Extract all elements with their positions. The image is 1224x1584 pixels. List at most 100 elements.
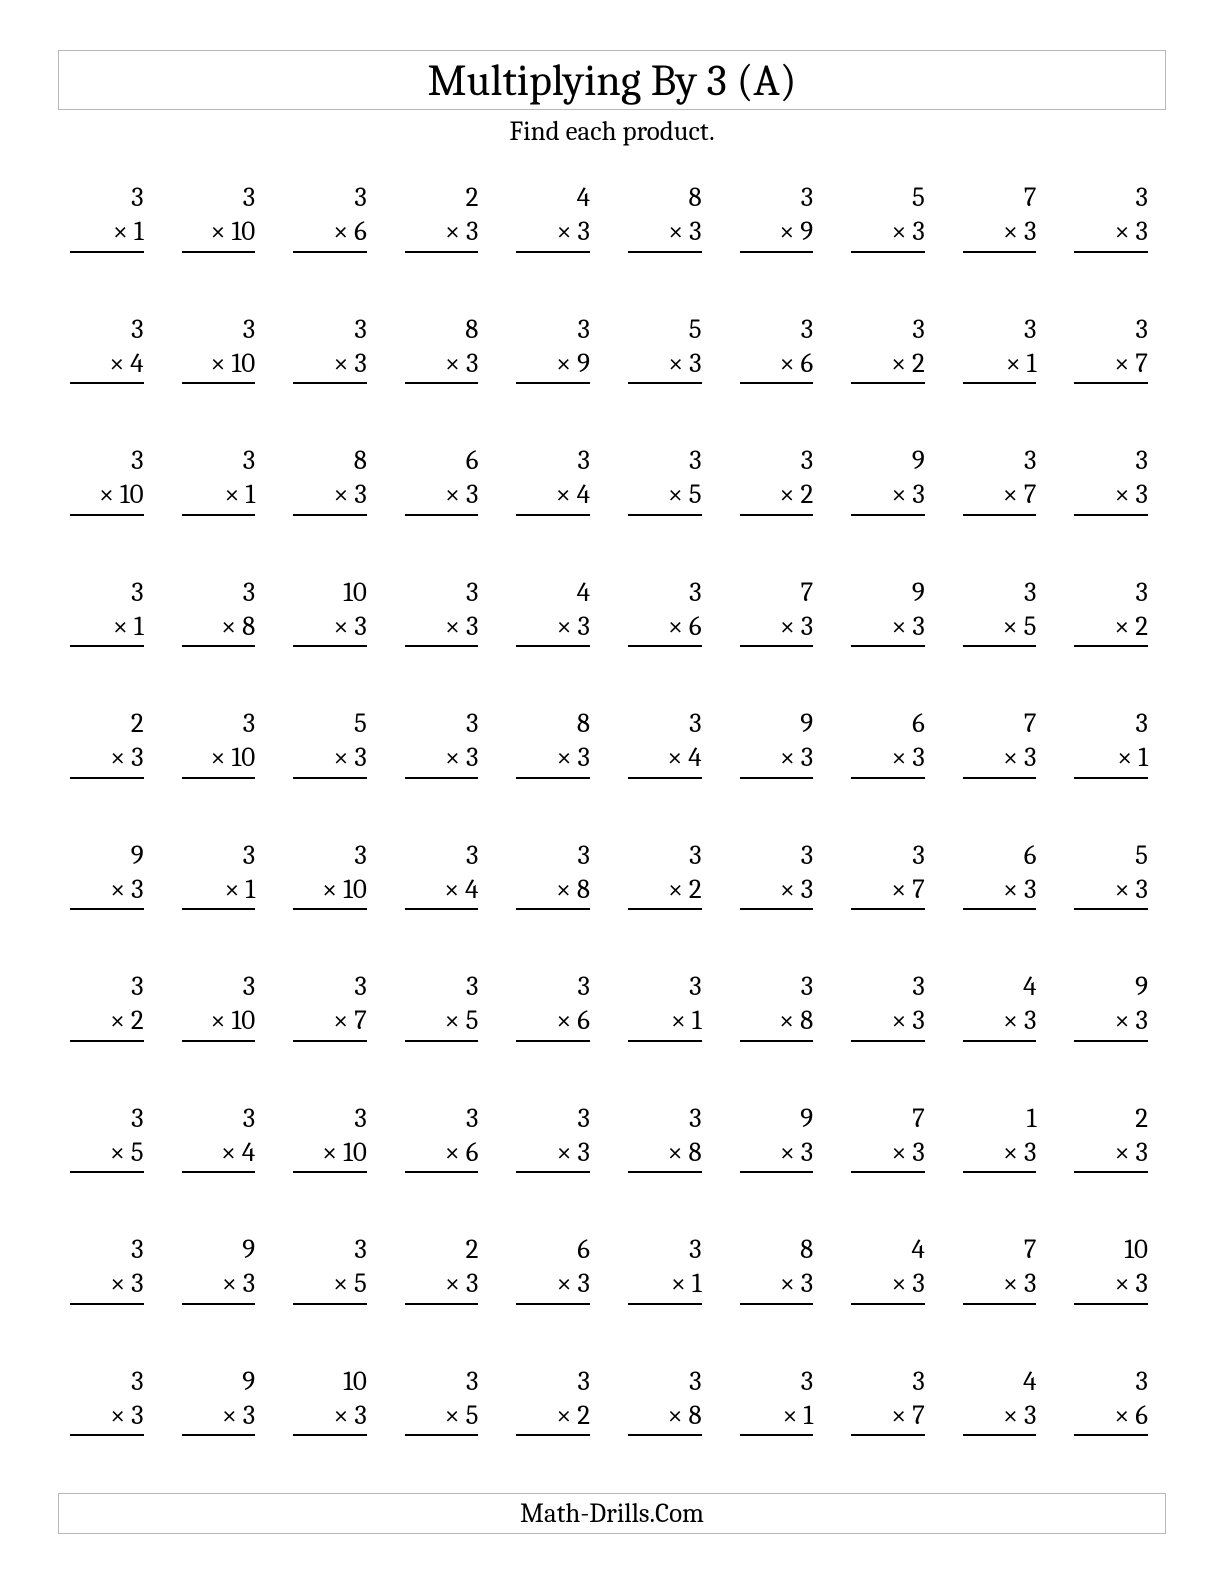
times-icon: × xyxy=(322,874,343,905)
multiplier: 10 xyxy=(231,742,255,773)
multiplicand: 9 xyxy=(182,1365,256,1399)
multiplicand: 2 xyxy=(70,707,144,741)
multiplier: 2 xyxy=(800,479,813,510)
times-icon: × xyxy=(222,1268,243,1299)
multiplication-problem: 3× 10 xyxy=(182,707,262,779)
multiplier: 4 xyxy=(242,1137,255,1168)
times-icon: × xyxy=(333,1400,354,1431)
multiplicand: 3 xyxy=(628,970,702,1004)
multiplier-line: × 10 xyxy=(182,741,256,779)
multiplier: 3 xyxy=(466,742,478,773)
times-icon: × xyxy=(779,216,800,247)
multiplier-line: × 10 xyxy=(182,1004,256,1042)
times-icon: × xyxy=(1114,1400,1135,1431)
multiplier: 5 xyxy=(131,1137,144,1168)
title-box: Multiplying By 3 (A) xyxy=(58,50,1166,110)
multiplication-problem: 3× 3 xyxy=(70,1365,150,1437)
footer-text: Math-Drills.Com xyxy=(520,1498,704,1529)
multiplier: 3 xyxy=(131,742,143,773)
multiplication-problem: 3× 1 xyxy=(963,313,1043,385)
multiplication-problem: 2× 3 xyxy=(70,707,150,779)
multiplier: 3 xyxy=(1024,216,1036,247)
multiplier: 1 xyxy=(1027,348,1037,379)
multiplier-line: × 5 xyxy=(628,478,702,516)
multiplication-problem: 9× 3 xyxy=(182,1233,262,1305)
times-icon: × xyxy=(445,348,466,379)
multiplicand: 7 xyxy=(740,576,814,610)
multiplier: 3 xyxy=(578,742,590,773)
times-icon: × xyxy=(668,348,689,379)
multiplicand: 9 xyxy=(182,1233,256,1267)
multiplication-problem: 4× 3 xyxy=(516,576,596,648)
multiplicand: 4 xyxy=(516,576,590,610)
multiplication-problem: 3× 3 xyxy=(740,839,820,911)
multiplication-problem: 3× 1 xyxy=(182,444,262,516)
multiplier-line: × 10 xyxy=(70,478,144,516)
times-icon: × xyxy=(891,1400,912,1431)
times-icon: × xyxy=(1115,479,1136,510)
multiplier: 3 xyxy=(1024,1268,1036,1299)
multiplier: 1 xyxy=(245,479,255,510)
multiplicand: 9 xyxy=(851,576,925,610)
multiplication-problem: 3× 5 xyxy=(293,1233,373,1305)
multiplication-problem: 3× 2 xyxy=(70,970,150,1042)
multiplier: 6 xyxy=(689,611,702,642)
times-icon: × xyxy=(333,611,354,642)
multiplicand: 4 xyxy=(851,1233,925,1267)
times-icon: × xyxy=(780,479,801,510)
multiplier-line: × 3 xyxy=(963,1267,1037,1305)
multiplicand: 3 xyxy=(182,707,256,741)
multiplier: 3 xyxy=(354,479,366,510)
multiplier: 6 xyxy=(577,1005,590,1036)
multiplier: 3 xyxy=(131,874,143,905)
times-icon: × xyxy=(671,1268,692,1299)
multiplication-problem: 8× 3 xyxy=(516,707,596,779)
multiplicand: 3 xyxy=(405,1102,479,1136)
multiplication-problem: 9× 3 xyxy=(851,576,931,648)
times-icon: × xyxy=(1003,1268,1024,1299)
multiplier: 3 xyxy=(1136,216,1148,247)
multiplier: 3 xyxy=(466,216,478,247)
multiplication-problem: 3× 5 xyxy=(405,970,485,1042)
multiplicand: 3 xyxy=(740,839,814,873)
times-icon: × xyxy=(780,742,801,773)
times-icon: × xyxy=(1003,611,1024,642)
multiplier-line: × 2 xyxy=(1074,610,1148,648)
multiplication-problem: 5× 3 xyxy=(1074,839,1154,911)
multiplier-line: × 1 xyxy=(182,873,256,911)
multiplicand: 3 xyxy=(628,1233,702,1267)
multiplier: 3 xyxy=(466,611,478,642)
multiplier-line: × 5 xyxy=(405,1399,479,1437)
multiplier-line: × 3 xyxy=(851,741,925,779)
multiplication-problem: 7× 3 xyxy=(963,181,1043,253)
multiplier-line: × 3 xyxy=(628,347,702,385)
multiplier-line: × 9 xyxy=(516,347,590,385)
multiplier-line: × 3 xyxy=(851,478,925,516)
multiplication-problem: 3× 1 xyxy=(182,839,262,911)
multiplication-problem: 3× 3 xyxy=(1074,181,1154,253)
multiplier-line: × 3 xyxy=(293,610,367,648)
multiplier: 4 xyxy=(465,874,478,905)
multiplication-problem: 3× 4 xyxy=(405,839,485,911)
multiplicand: 3 xyxy=(740,313,814,347)
times-icon: × xyxy=(891,1137,912,1168)
multiplication-problem: 4× 3 xyxy=(963,1365,1043,1437)
multiplicand: 3 xyxy=(851,313,925,347)
times-icon: × xyxy=(1006,348,1027,379)
multiplicand: 3 xyxy=(1074,576,1148,610)
times-icon: × xyxy=(556,1005,577,1036)
multiplication-problem: 4× 3 xyxy=(516,181,596,253)
multiplicand: 7 xyxy=(963,707,1037,741)
times-icon: × xyxy=(779,1005,800,1036)
multiplicand: 3 xyxy=(851,970,925,1004)
multiplicand: 3 xyxy=(963,576,1037,610)
multiplier-line: × 3 xyxy=(851,610,925,648)
multiplication-problem: 3× 1 xyxy=(628,970,708,1042)
multiplier-line: × 6 xyxy=(628,610,702,648)
multiplier-line: × 1 xyxy=(70,215,144,253)
times-icon: × xyxy=(445,479,466,510)
multiplication-problem: 5× 3 xyxy=(851,181,931,253)
times-icon: × xyxy=(891,1268,912,1299)
times-icon: × xyxy=(783,1400,804,1431)
multiplicand: 6 xyxy=(851,707,925,741)
